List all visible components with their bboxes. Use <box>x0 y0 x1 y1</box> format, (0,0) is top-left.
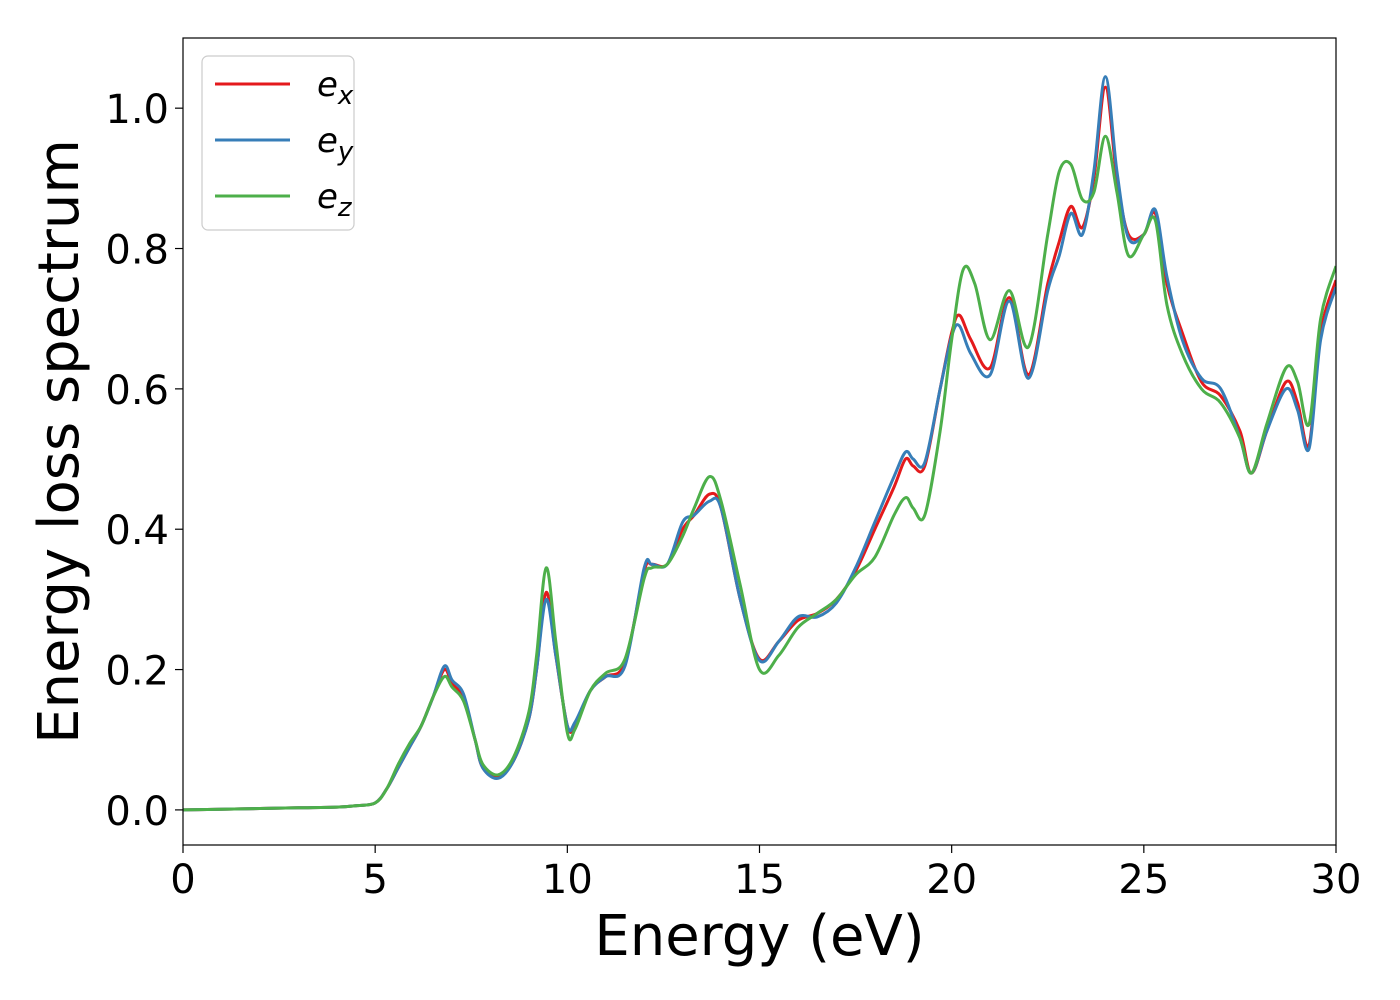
legend-label-y: ey <box>317 121 354 167</box>
series-line-y <box>183 75 1336 812</box>
y-tick-label: 0.6 <box>105 368 169 414</box>
x-tick-label: 10 <box>542 857 593 903</box>
x-tick-label: 30 <box>1311 857 1362 903</box>
series-line-x <box>183 85 1336 812</box>
y-axis-ticks: 0.0 0.2 0.4 0.6 0.8 1.0 <box>105 87 183 835</box>
x-axis-ticks: 0 5 10 15 20 25 30 <box>170 845 1361 903</box>
legend-label-sub: y <box>337 137 354 167</box>
y-tick-label: 0.8 <box>105 228 169 274</box>
legend-label-z: ez <box>317 177 353 223</box>
x-tick-label: 5 <box>362 857 387 903</box>
legend-label-x: ex <box>317 65 354 111</box>
y-axis-title: Energy loss spectrum <box>27 139 92 744</box>
x-tick-label: 15 <box>734 857 785 903</box>
x-tick-label: 25 <box>1118 857 1169 903</box>
y-tick-label: 1.0 <box>105 87 169 133</box>
series-line-z <box>183 134 1336 812</box>
legend-label-base: e <box>317 65 338 105</box>
legend-label-sub: x <box>337 81 354 111</box>
y-tick-label: 0.2 <box>105 649 169 695</box>
legend-box <box>201 55 355 231</box>
y-tick-label: 0.4 <box>105 508 169 554</box>
x-axis-title: Energy (eV) <box>594 904 924 969</box>
legend-label-base: e <box>317 177 338 217</box>
series-lines <box>183 75 1336 812</box>
plot-frame <box>182 37 1337 846</box>
x-tick-label: 20 <box>926 857 977 903</box>
legend-label-base: e <box>317 121 338 161</box>
y-tick-label: 0.0 <box>105 789 169 835</box>
legend-label-sub: z <box>337 193 353 223</box>
x-tick-label: 0 <box>170 857 195 903</box>
